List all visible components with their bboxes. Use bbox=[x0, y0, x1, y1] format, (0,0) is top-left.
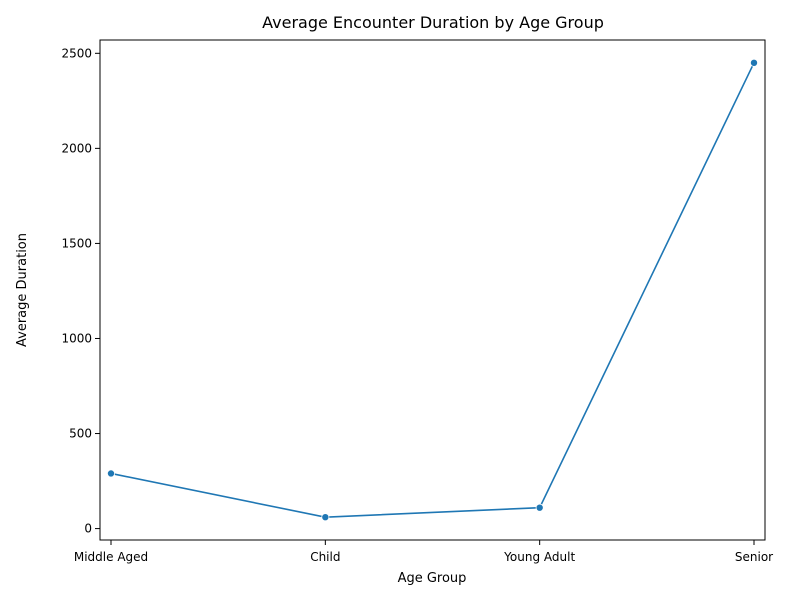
x-tick-label: Middle Aged bbox=[74, 550, 148, 564]
data-point bbox=[535, 503, 544, 512]
series-line bbox=[110, 62, 755, 518]
y-tick-label: 500 bbox=[69, 427, 92, 441]
data-point bbox=[321, 513, 330, 522]
plot-frame bbox=[99, 39, 766, 541]
x-tick-label: Child bbox=[310, 550, 340, 564]
y-tick-label: 1000 bbox=[61, 331, 92, 345]
x-tick-label: Senior bbox=[735, 550, 773, 564]
y-tick-label: 2500 bbox=[61, 46, 92, 60]
x-tick-label: Young Adult bbox=[503, 550, 575, 564]
plot-area: 0 500 1000 1500 2000 2500 Middle Aged Child Youn… bbox=[61, 46, 773, 564]
y-tick-label: 1500 bbox=[61, 236, 92, 250]
y-axis-label: Average Duration bbox=[15, 233, 30, 347]
x-axis-label: Age Group bbox=[398, 571, 467, 586]
chart-title: Average Encounter Duration by Age Group bbox=[262, 13, 604, 32]
y-tick-label: 2000 bbox=[61, 141, 92, 155]
y-tick-label: 0 bbox=[84, 522, 92, 536]
data-point bbox=[107, 469, 116, 478]
data-point bbox=[750, 58, 759, 67]
